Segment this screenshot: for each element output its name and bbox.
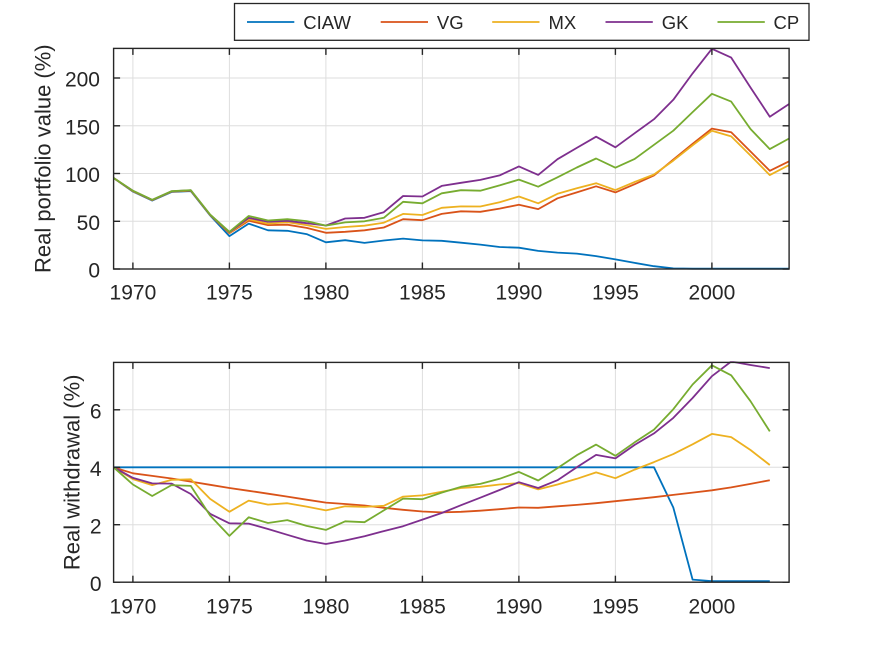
- svg-text:150: 150: [65, 116, 100, 139]
- svg-text:2000: 2000: [689, 282, 736, 305]
- svg-text:2: 2: [90, 515, 102, 538]
- svg-text:0: 0: [90, 573, 102, 596]
- svg-text:1985: 1985: [399, 282, 446, 305]
- svg-text:50: 50: [77, 212, 100, 235]
- svg-text:2000: 2000: [689, 596, 736, 619]
- svg-text:CP: CP: [774, 12, 800, 33]
- svg-text:1970: 1970: [110, 282, 157, 305]
- svg-text:1990: 1990: [496, 596, 543, 619]
- svg-text:1995: 1995: [592, 282, 639, 305]
- svg-text:Real withdrawal (%): Real withdrawal (%): [60, 374, 85, 570]
- svg-text:Real portfolio value (%): Real portfolio value (%): [31, 44, 56, 273]
- svg-text:CIAW: CIAW: [303, 12, 351, 33]
- svg-text:0: 0: [88, 260, 100, 283]
- svg-text:4: 4: [90, 458, 102, 481]
- svg-text:100: 100: [65, 164, 100, 187]
- svg-text:MX: MX: [549, 12, 577, 33]
- svg-text:1990: 1990: [496, 282, 543, 305]
- svg-text:200: 200: [65, 69, 100, 92]
- svg-text:1970: 1970: [110, 596, 157, 619]
- svg-text:1985: 1985: [399, 596, 446, 619]
- svg-text:1980: 1980: [303, 282, 350, 305]
- svg-text:1980: 1980: [303, 596, 350, 619]
- svg-text:1975: 1975: [206, 596, 253, 619]
- svg-text:GK: GK: [662, 12, 689, 33]
- svg-text:6: 6: [90, 400, 102, 423]
- svg-text:1995: 1995: [592, 596, 639, 619]
- svg-text:1975: 1975: [206, 282, 253, 305]
- svg-text:VG: VG: [437, 12, 464, 33]
